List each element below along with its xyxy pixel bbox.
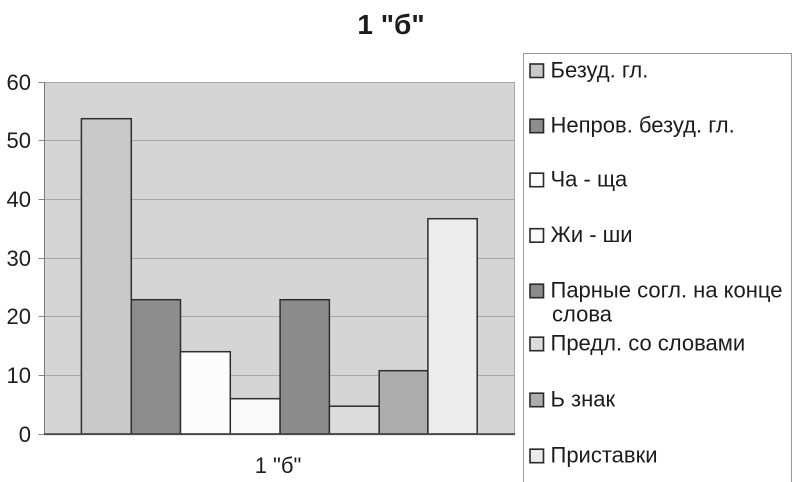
svg-text:Ча - ща: Ча - ща [551, 166, 629, 191]
svg-text:0: 0 [19, 422, 31, 447]
svg-text:Парные согл. на конце: Парные согл. на конце [551, 277, 783, 302]
svg-text:20: 20 [7, 304, 31, 329]
svg-text:Жи - ши: Жи - ши [551, 222, 633, 247]
svg-text:Ь знак: Ь знак [551, 386, 616, 411]
svg-text:60: 60 [7, 70, 31, 95]
svg-text:Приставки: Приставки [551, 442, 658, 467]
svg-text:Непров. безуд. гл.: Непров. безуд. гл. [551, 112, 735, 137]
svg-text:10: 10 [7, 363, 31, 388]
svg-text:30: 30 [7, 246, 31, 271]
svg-text:1 "б": 1 "б" [357, 9, 424, 40]
svg-text:Безуд. гл.: Безуд. гл. [551, 57, 649, 82]
svg-text:слова: слова [552, 301, 613, 326]
svg-text:50: 50 [7, 128, 31, 153]
svg-text:40: 40 [7, 187, 31, 212]
svg-text:Предл. со словами: Предл. со словами [551, 330, 746, 355]
svg-text:1 "б": 1 "б" [255, 453, 302, 478]
